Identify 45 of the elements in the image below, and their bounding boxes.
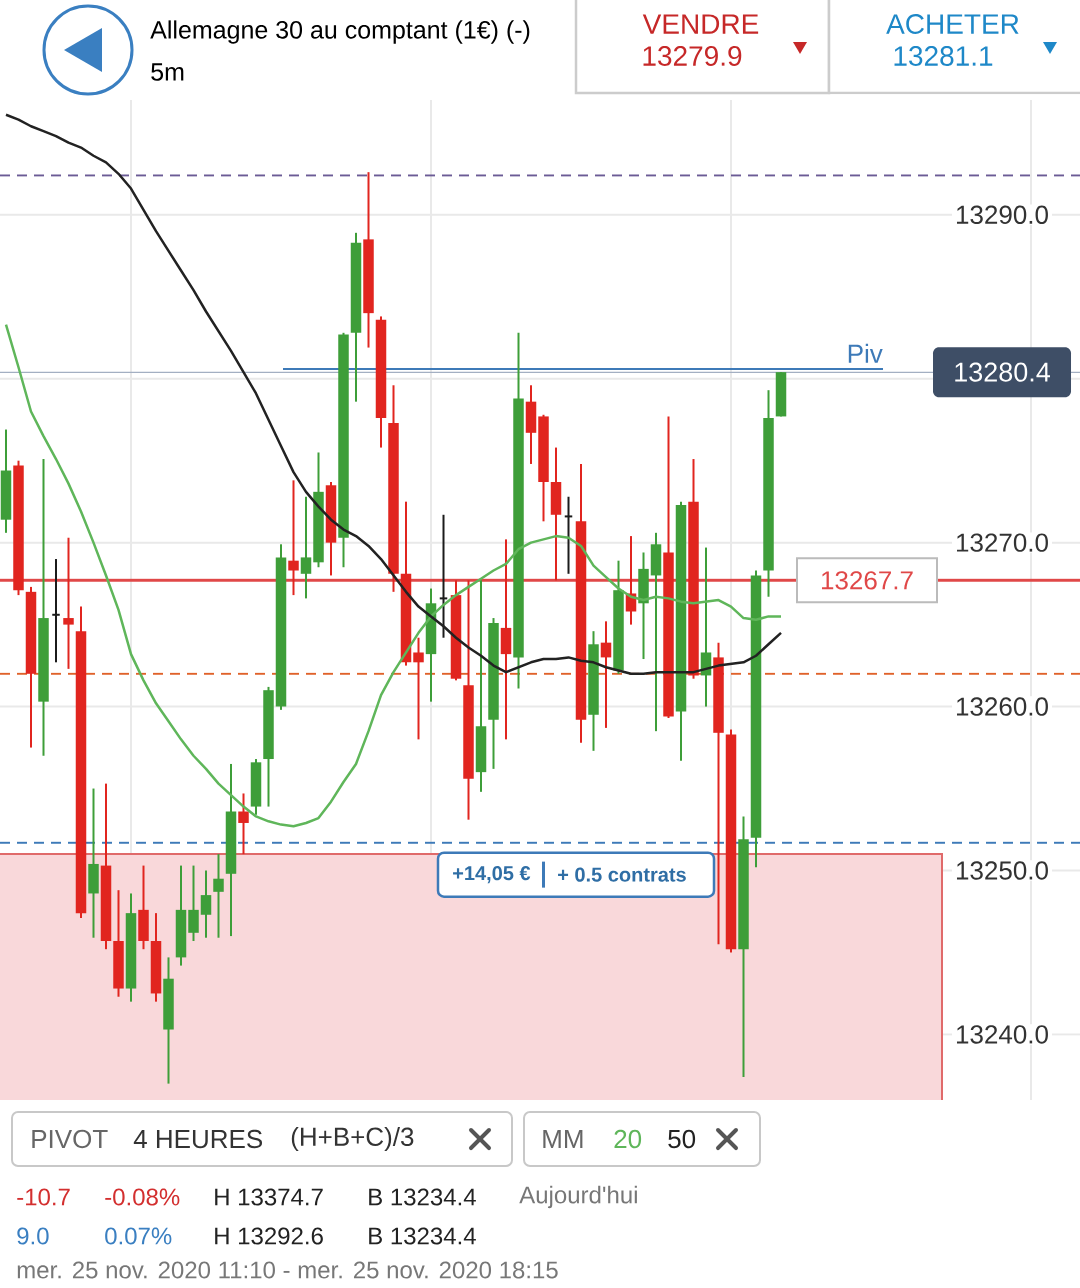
candlestick bbox=[200, 869, 212, 939]
text: mer. 25 nov. 2020 11:10 - mer. 25 nov. 2020 18:15 bbox=[17, 1261, 558, 1279]
candlestick bbox=[288, 479, 299, 597]
candlestick bbox=[213, 853, 224, 939]
text: B 13234.4 bbox=[369, 1227, 476, 1245]
text: PIVOT bbox=[32, 1129, 108, 1149]
text: 0.07% bbox=[105, 1227, 172, 1245]
text: 13279.9 bbox=[643, 46, 742, 66]
candlestick bbox=[438, 513, 449, 639]
legend-label: +14,05 € bbox=[453, 866, 531, 884]
text: 13281.1 bbox=[894, 46, 993, 66]
text: (H+B+C)/3 bbox=[291, 1126, 414, 1152]
annotation: + 0.5 contrats bbox=[558, 867, 686, 882]
text: Aujourd'hui bbox=[519, 1185, 637, 1209]
candlestick bbox=[238, 792, 249, 856]
candlestick bbox=[500, 538, 512, 741]
text: 9.0 bbox=[17, 1227, 49, 1245]
text: 4 HEURES bbox=[133, 1129, 263, 1149]
ref-line-label: Piv bbox=[848, 343, 883, 363]
candlestick bbox=[300, 495, 312, 600]
text: VENDRE bbox=[642, 14, 759, 34]
y-tick-label: 13290.0 bbox=[956, 205, 1048, 224]
text: -0.08% bbox=[105, 1188, 180, 1206]
candlestick bbox=[188, 864, 199, 942]
candlestick bbox=[63, 536, 74, 670]
text: H 13292.6 bbox=[215, 1227, 323, 1245]
text: -10.7 bbox=[17, 1188, 70, 1206]
candlestick bbox=[51, 558, 61, 664]
y-tick-label: 13240.0 bbox=[956, 1025, 1048, 1044]
candlestick bbox=[563, 495, 574, 575]
chart-title: Allemagne 30 au comptant (1€) (-) bbox=[150, 20, 530, 44]
text: B 13234.4 bbox=[369, 1188, 476, 1206]
legend-title: MM bbox=[543, 1130, 583, 1148]
text: 50 bbox=[668, 1129, 696, 1149]
candlestick bbox=[600, 620, 612, 729]
y-tick-label: 13270.0 bbox=[956, 533, 1048, 552]
text: 20 bbox=[614, 1129, 642, 1149]
text: H 13374.7 bbox=[215, 1188, 323, 1206]
candlestick bbox=[413, 636, 424, 741]
text: ACHETER bbox=[886, 14, 1019, 34]
y-tick-label: 13250.0 bbox=[956, 861, 1048, 880]
ref-line-label: 13267.7 bbox=[821, 571, 913, 590]
y-tick-label: 13260.0 bbox=[956, 697, 1048, 716]
chart-subtitle: 5m bbox=[151, 63, 184, 81]
ref-line-label: 13280.4 bbox=[955, 362, 1050, 382]
